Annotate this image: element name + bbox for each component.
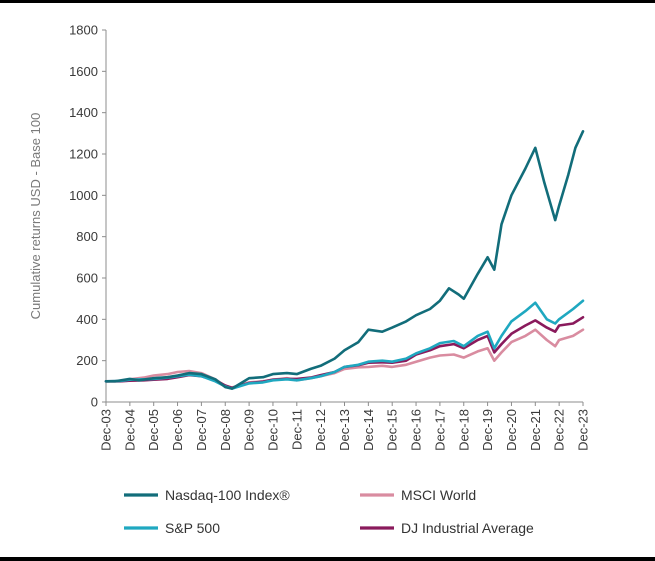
y-tick-label: 1400	[69, 105, 98, 120]
y-tick-label: 600	[76, 271, 98, 286]
x-tick-label: Dec-13	[337, 409, 352, 451]
x-tick-label: Dec-06	[170, 409, 185, 451]
x-tick-label: Dec-09	[242, 409, 257, 451]
x-tick-label: Dec-07	[194, 409, 209, 451]
x-tick-label: Dec-20	[504, 409, 519, 451]
legend-label: Nasdaq-100 Index®	[165, 487, 290, 503]
series-line-2	[104, 299, 585, 390]
x-tick-label: Dec-11	[289, 409, 304, 450]
x-tick-label: Dec-16	[409, 409, 424, 451]
x-tick-label: Dec-04	[122, 409, 137, 451]
legend-label: S&P 500	[165, 520, 220, 536]
y-axis-title: Cumulative returns USD - Base 100	[28, 113, 43, 320]
top-border	[0, 0, 655, 3]
y-tick-label: 800	[76, 229, 98, 244]
x-tick-label: Dec-05	[146, 409, 161, 451]
legend-label: DJ Industrial Average	[401, 520, 534, 536]
x-tick-label: Dec-21	[528, 409, 543, 451]
x-tick-label: Dec-14	[361, 409, 376, 451]
y-tick-label: 0	[91, 395, 98, 410]
y-tick-label: 400	[76, 312, 98, 327]
y-tick-label: 1000	[69, 188, 98, 203]
y-tick-label: 1200	[69, 147, 98, 162]
x-tick-label: Dec-19	[480, 409, 495, 451]
y-tick-label: 1800	[69, 23, 98, 38]
x-tick-label: Dec-18	[456, 409, 471, 451]
legend-label: MSCI World	[401, 487, 476, 503]
x-tick-label: Dec-08	[218, 409, 233, 451]
x-tick-label: Dec-22	[552, 409, 567, 451]
x-tick-label: Dec-10	[265, 409, 280, 451]
y-tick-label: 1600	[69, 64, 98, 79]
series-lines	[104, 130, 585, 390]
x-tick-label: Dec-03	[99, 409, 114, 451]
series-line-0	[104, 328, 585, 389]
x-tick-label: Dec-17	[432, 409, 447, 451]
series-line-3	[104, 130, 585, 390]
y-axis: 0 200 400 600 800 1000 1200 1400 1600 1800	[69, 23, 107, 410]
x-tick-label: Dec-12	[313, 409, 328, 451]
y-tick-label: 200	[76, 353, 98, 368]
bottom-border	[0, 557, 655, 561]
x-tick-label: Dec-15	[385, 409, 400, 451]
x-axis: Dec-03 Dec-04 Dec-05 Dec-06 Dec-07 Dec-08 Dec-…	[99, 401, 591, 451]
legend: Nasdaq-100 Index® MSCI World S&P 500 DJ Ind…	[124, 487, 534, 536]
x-tick-label: Dec-23	[576, 409, 591, 451]
